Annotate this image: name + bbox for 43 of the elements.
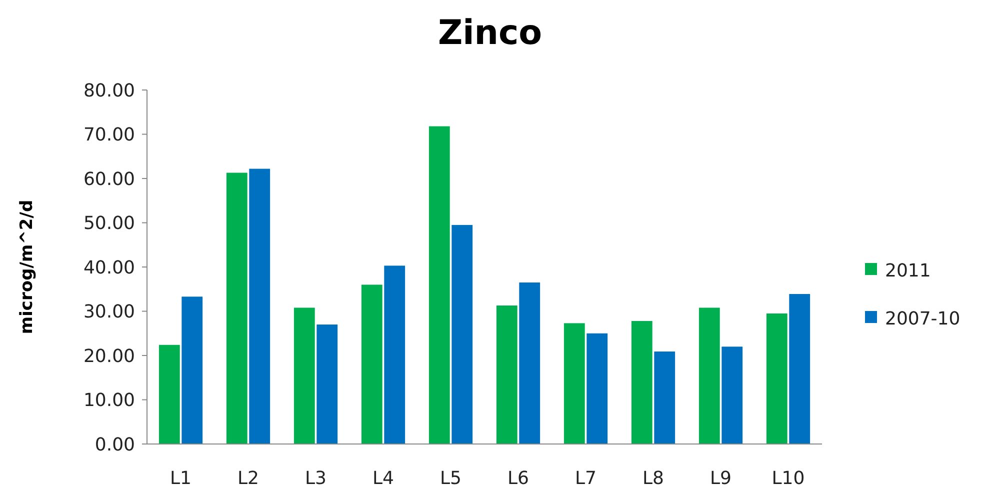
bar <box>384 266 406 444</box>
bar <box>226 172 248 444</box>
y-tick-label: 80.00 <box>83 80 135 102</box>
y-tick-label: 30.00 <box>83 302 135 323</box>
y-tick-label: 40.00 <box>83 257 135 278</box>
bar <box>361 284 382 444</box>
legend-label: 2007-10 <box>885 308 960 330</box>
bar <box>249 168 270 444</box>
x-tick-label: L5 <box>440 468 462 489</box>
bar <box>158 344 180 444</box>
bar <box>631 320 652 444</box>
y-tick-label: 0.00 <box>94 434 135 456</box>
bar <box>519 282 540 444</box>
x-tick-label: L7 <box>575 468 596 489</box>
bar <box>564 323 585 444</box>
y-tick-label: 60.00 <box>83 168 135 190</box>
x-tick-label: L6 <box>508 468 529 489</box>
bar <box>428 126 450 444</box>
y-tick-label: 50.00 <box>83 213 135 234</box>
y-tick-label: 10.00 <box>83 390 135 412</box>
bar <box>316 324 338 444</box>
x-tick-label: L1 <box>170 468 192 489</box>
y-tick-label: 20.00 <box>83 346 135 367</box>
bar <box>766 313 788 444</box>
chart-title: Zinco <box>438 13 542 53</box>
bar <box>698 308 720 444</box>
bar <box>586 333 608 444</box>
x-tick-label: L2 <box>238 468 259 489</box>
x-tick-label: L10 <box>772 468 805 489</box>
x-tick-label: L9 <box>710 468 732 489</box>
bar <box>654 352 676 444</box>
y-tick-label: 70.00 <box>83 124 135 146</box>
bar <box>182 296 203 444</box>
y-axis-title: microg/m^2/d <box>17 200 37 334</box>
bar <box>789 294 810 444</box>
x-tick-label: L4 <box>372 468 394 489</box>
bar <box>496 305 518 444</box>
x-tick-label: L3 <box>305 468 326 489</box>
x-tick-label: L8 <box>642 468 664 489</box>
bar <box>722 346 743 444</box>
bar <box>294 308 315 444</box>
legend-label: 2011 <box>885 260 931 282</box>
bar <box>452 224 473 444</box>
